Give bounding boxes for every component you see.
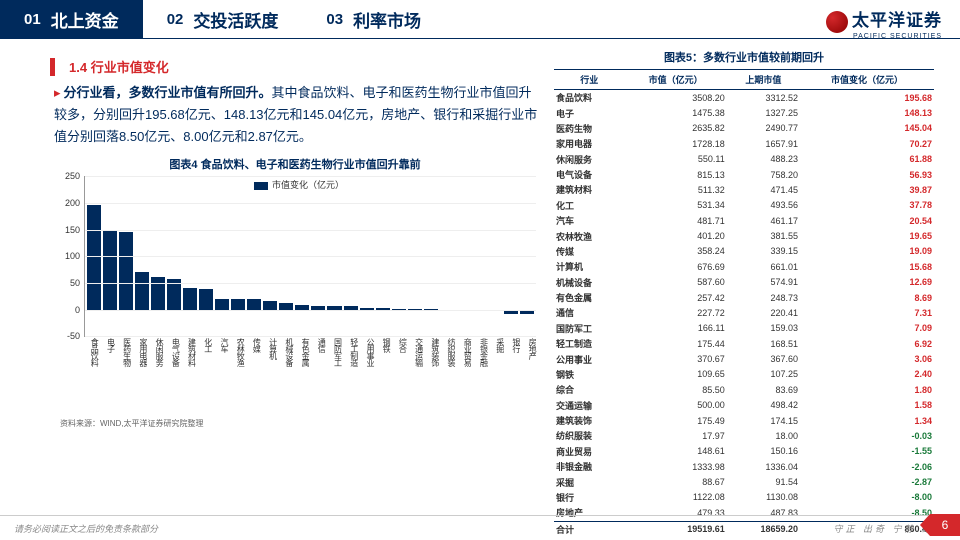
table5: 行业市值（亿元）上期市值市值变化（亿元） 食品饮料3508.203312.521… [554, 69, 934, 537]
table-row: 公用事业370.67367.603.06 [554, 351, 934, 366]
table-row: 休闲服务550.11488.2361.88 [554, 152, 934, 167]
page-number: 6 [930, 514, 960, 536]
tab-01[interactable]: 01北上资金 [0, 0, 143, 38]
table-row: 医药生物2635.822490.77145.04 [554, 121, 934, 136]
table-row: 钢铁109.65107.252.40 [554, 367, 934, 382]
tab-02[interactable]: 02交投活跃度 [143, 0, 303, 38]
table-row: 交通运输500.00498.421.58 [554, 398, 934, 413]
logo-text-en: PACIFIC SECURITIES [826, 33, 942, 40]
table-row: 商业贸易148.61150.16-1.55 [554, 444, 934, 459]
table5-title: 图表5：多数行业市值较前期回升 [554, 49, 934, 65]
section-number: 1.4 [69, 60, 87, 75]
table-row: 传媒358.24339.1519.09 [554, 244, 934, 259]
section-title-text: 行业市值变化 [91, 60, 169, 75]
table-row: 纺织服装17.9718.00-0.03 [554, 428, 934, 443]
chart4-title: 图表4 食品饮料、电子和医药生物行业市值回升靠前 [50, 156, 540, 172]
body-highlight: 分行业看，多数行业市值有所回升。 [64, 85, 272, 100]
chart4: 市值变化（亿元） -50050100150200250 食品饮料电子医药生物家用… [58, 176, 540, 376]
table-row: 轻工制造175.44168.516.92 [554, 336, 934, 351]
tab-03[interactable]: 03利率市场 [302, 0, 445, 38]
bullet-arrow-icon: ▸ [54, 85, 61, 100]
body-paragraph: ▸分行业看，多数行业市值有所回升。其中食品饮料、电子和医药生物行业市值回升较多，… [54, 82, 540, 148]
table-row: 国防军工166.11159.037.09 [554, 321, 934, 336]
table-row: 食品饮料3508.203312.52195.68 [554, 90, 934, 106]
table-row: 非银金融1333.981336.04-2.06 [554, 459, 934, 474]
table-row: 银行1122.081130.08-8.00 [554, 490, 934, 505]
table-row: 综合85.5083.691.80 [554, 382, 934, 397]
section-title: 1.4 行业市值变化 [50, 57, 540, 76]
table-row: 有色金属257.42248.738.69 [554, 290, 934, 305]
table-row: 计算机676.69661.0115.68 [554, 259, 934, 274]
table-row: 家用电器1728.181657.9170.27 [554, 136, 934, 151]
table-row: 化工531.34493.5637.78 [554, 198, 934, 213]
company-logo: 太平洋证券 PACIFIC SECURITIES [826, 6, 942, 40]
table-row: 建筑装饰175.49174.151.34 [554, 413, 934, 428]
logo-text-cn: 太平洋证券 [852, 11, 942, 30]
table-row: 电气设备815.13758.2056.93 [554, 167, 934, 182]
table-row: 汽车481.71461.1720.54 [554, 213, 934, 228]
logo-icon [826, 11, 848, 33]
table-row: 农林牧渔401.20381.5519.65 [554, 228, 934, 243]
header-tabs: 01北上资金02交投活跃度03利率市场 [0, 0, 960, 39]
table-row: 采掘88.6791.54-2.87 [554, 474, 934, 489]
chart-source: 资料来源：WIND,太平洋证券研究院整理 [60, 418, 540, 429]
table-row: 建筑材料511.32471.4539.87 [554, 182, 934, 197]
footer-disclaimer: 请务必阅读正文之后的免责条款部分 [14, 522, 158, 535]
table-row: 通信227.72220.417.31 [554, 305, 934, 320]
title-accent-bar [50, 58, 55, 76]
table-row: 电子1475.381327.25148.13 [554, 105, 934, 120]
table-row: 机械设备587.60574.9112.69 [554, 275, 934, 290]
footer: 请务必阅读正文之后的免责条款部分 守正 出奇 宁静 致远 6 [0, 515, 960, 540]
